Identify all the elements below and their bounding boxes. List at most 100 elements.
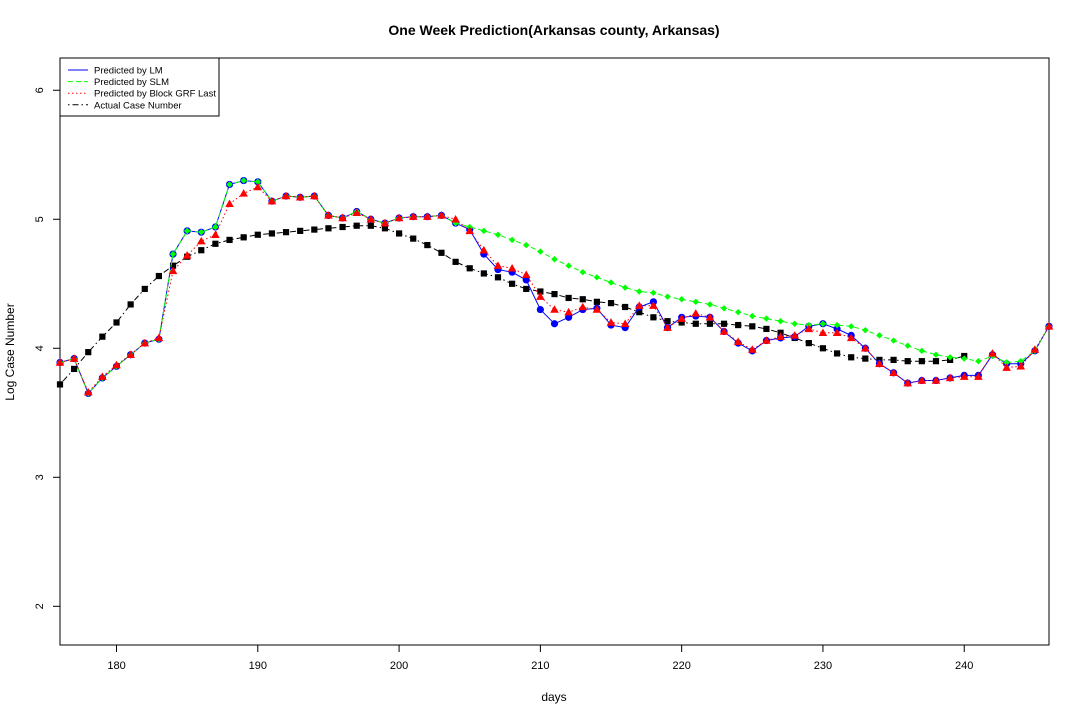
- y-tick-label: 3: [34, 474, 46, 480]
- data-point: [239, 189, 248, 197]
- data-point: [551, 256, 558, 263]
- x-tick-label: 210: [531, 660, 549, 672]
- data-point: [367, 222, 374, 229]
- data-point: [240, 177, 247, 184]
- data-point: [819, 320, 827, 327]
- data-point: [917, 376, 927, 384]
- x-tick-label: 200: [390, 660, 408, 672]
- data-point: [494, 231, 502, 238]
- y-tick-label: 2: [34, 603, 46, 609]
- x-tick-label: 190: [249, 660, 267, 672]
- legend-label-predicted-by-slm: Predicted by SLM: [94, 77, 169, 88]
- data-point: [607, 300, 615, 307]
- data-point: [1044, 322, 1054, 330]
- data-point: [636, 288, 643, 295]
- data-point: [763, 325, 770, 333]
- legend-label-actual-case-number: Actual Case Number: [94, 100, 182, 111]
- data-point: [650, 314, 657, 321]
- data-point: [523, 285, 530, 293]
- data-point: [565, 262, 572, 269]
- data-point: [536, 292, 545, 300]
- data-point: [932, 351, 940, 358]
- data-point: [904, 342, 911, 349]
- data-point: [649, 301, 658, 309]
- data-point: [621, 284, 629, 291]
- data-point: [804, 324, 814, 333]
- data-point: [71, 365, 78, 373]
- data-point: [536, 305, 544, 314]
- data-point: [240, 234, 247, 241]
- x-tick-label: 230: [814, 660, 832, 672]
- data-point: [862, 327, 869, 334]
- data-point: [777, 317, 784, 325]
- data-point: [988, 349, 997, 357]
- data-point: [523, 241, 530, 249]
- data-point: [763, 315, 770, 322]
- y-tick-label: 4: [34, 345, 46, 351]
- x-axis-label: days: [541, 690, 566, 704]
- data-point: [706, 301, 714, 308]
- data-point: [268, 230, 276, 237]
- data-point: [254, 178, 261, 186]
- data-point: [267, 196, 277, 205]
- y-axis: 2 3 4 5 6: [34, 87, 60, 609]
- data-point: [776, 332, 785, 340]
- data-point: [818, 328, 828, 337]
- data-point: [55, 358, 65, 366]
- data-point: [1016, 362, 1026, 370]
- plot-frame: [59, 57, 1050, 646]
- data-point: [366, 214, 376, 223]
- series-predicted-by-block-grf-last: [55, 182, 1054, 396]
- data-point: [607, 279, 615, 286]
- data-point: [678, 296, 685, 303]
- data-point: [932, 358, 940, 365]
- data-point: [226, 236, 233, 244]
- data-point: [507, 263, 517, 272]
- data-point: [466, 265, 473, 272]
- data-point: [918, 358, 925, 365]
- x-tick-label: 180: [107, 660, 125, 672]
- data-point: [749, 312, 756, 320]
- data-point: [579, 296, 586, 303]
- data-point: [339, 223, 346, 231]
- data-point: [395, 230, 403, 237]
- data-point: [720, 305, 728, 312]
- data-point: [565, 313, 573, 321]
- data-point: [551, 290, 558, 298]
- data-point: [593, 274, 601, 281]
- data-point: [636, 309, 643, 316]
- data-point: [98, 372, 107, 380]
- series-actual-case-number: [56, 222, 968, 388]
- data-point: [564, 307, 573, 316]
- data-point: [650, 289, 657, 296]
- data-point: [848, 354, 855, 361]
- data-point: [1003, 359, 1010, 366]
- data-point: [112, 360, 121, 369]
- data-point: [890, 356, 897, 363]
- data-point: [282, 229, 290, 236]
- data-point: [155, 272, 162, 280]
- data-point: [890, 337, 897, 344]
- data-point: [198, 228, 205, 236]
- data-point: [211, 230, 220, 238]
- data-point: [182, 251, 192, 259]
- data-point: [889, 368, 898, 377]
- data-point: [212, 223, 219, 231]
- data-point: [1002, 363, 1011, 371]
- data-point: [424, 241, 431, 249]
- data-point: [85, 349, 92, 356]
- data-point: [380, 218, 390, 227]
- data-point: [664, 318, 671, 325]
- data-point: [494, 274, 502, 281]
- series-layer: [55, 176, 1054, 398]
- data-point: [56, 381, 64, 388]
- data-point: [846, 333, 856, 342]
- data-point: [945, 373, 955, 382]
- series-line-actual-case-number: [59, 225, 965, 385]
- data-point: [565, 294, 572, 302]
- data-point: [550, 305, 559, 313]
- data-point: [423, 212, 432, 220]
- data-point: [1030, 345, 1040, 353]
- y-tick-label: 6: [34, 87, 46, 93]
